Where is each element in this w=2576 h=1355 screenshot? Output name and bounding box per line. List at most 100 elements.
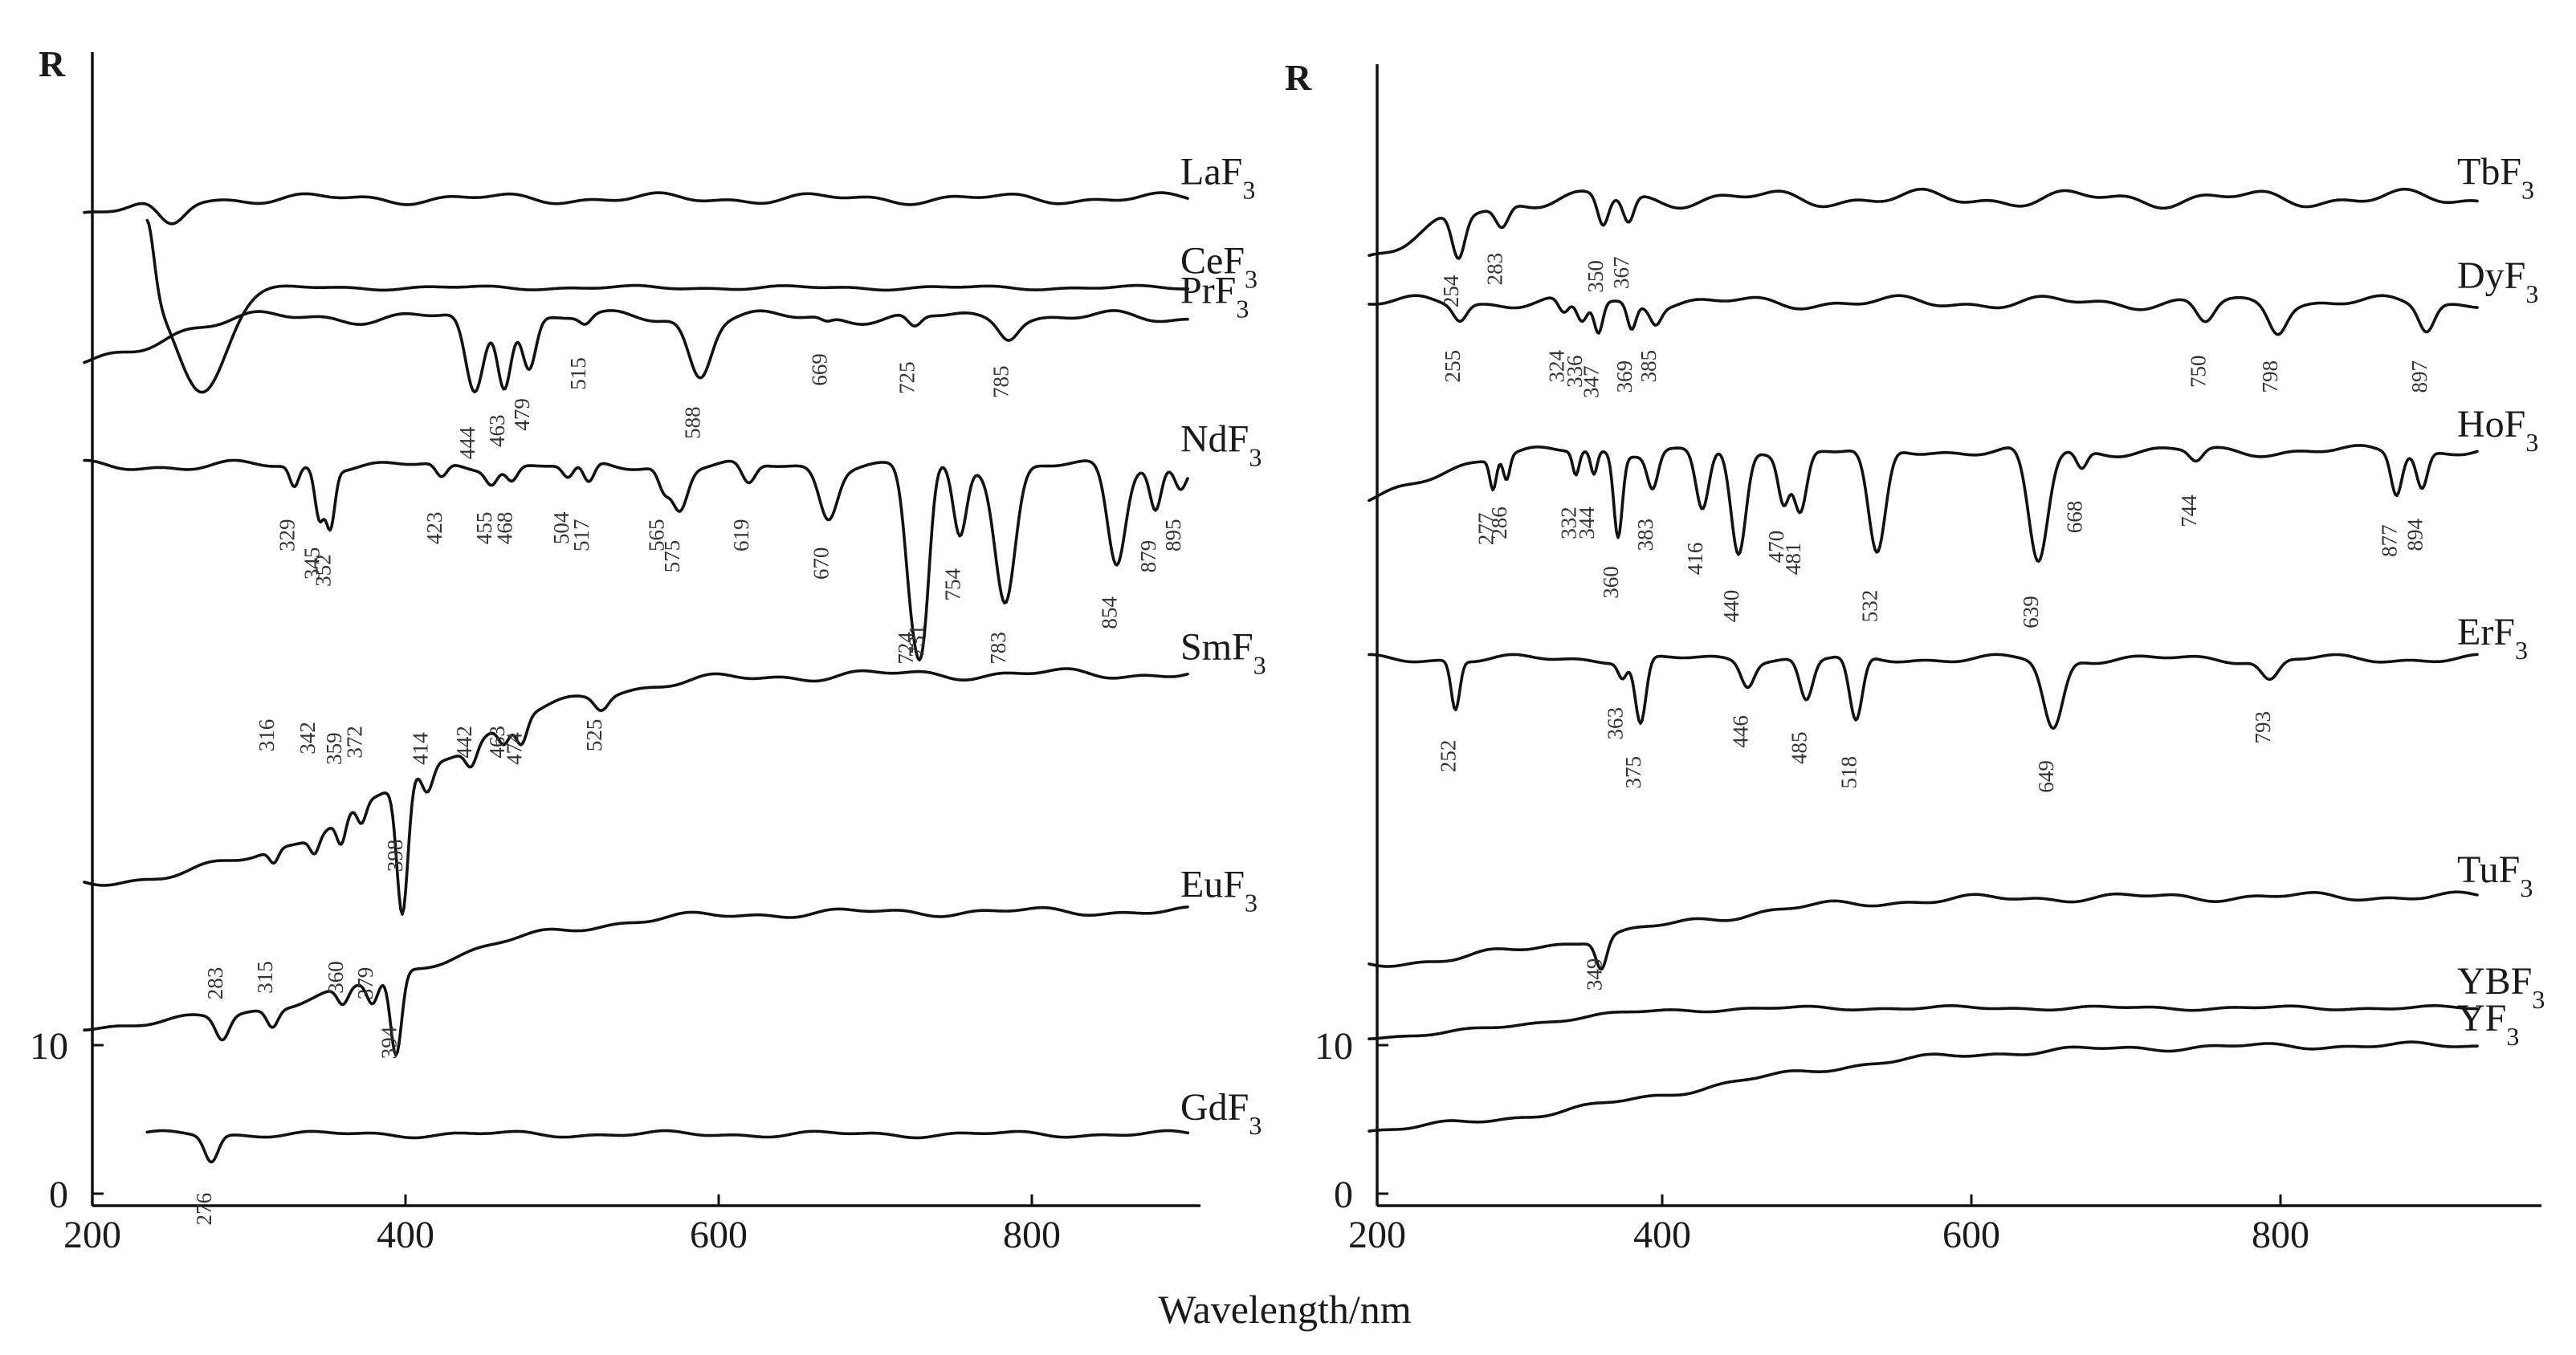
series-label: SmF3 bbox=[1180, 626, 1266, 680]
peak-label: 344 bbox=[1575, 507, 1599, 539]
peak-label: 359 bbox=[322, 732, 346, 765]
peak-label: 515 bbox=[566, 357, 590, 390]
series-label: TbF3 bbox=[2457, 151, 2534, 205]
peak-label: 783 bbox=[986, 632, 1010, 665]
peak-label: 360 bbox=[1599, 566, 1623, 599]
peak-label: 877 bbox=[2377, 524, 2401, 557]
series-subscript: 3 bbox=[2521, 176, 2534, 205]
series-subscript: 3 bbox=[1245, 889, 1257, 918]
peak-label: 324 bbox=[1545, 350, 1569, 383]
x-tick-label: 600 bbox=[1942, 1214, 2000, 1256]
peak-label: 342 bbox=[296, 722, 320, 755]
series-subscript: 3 bbox=[2525, 428, 2538, 457]
peak-label: 283 bbox=[1483, 253, 1507, 286]
x-axis-label: Wavelength/nm bbox=[1158, 1287, 1411, 1332]
peak-label: 315 bbox=[253, 961, 277, 994]
peak-label: 504 bbox=[549, 511, 573, 544]
series-label: ErF3 bbox=[2457, 611, 2528, 665]
peak-label: 669 bbox=[808, 353, 832, 386]
series-label: YBF3 bbox=[2457, 960, 2545, 1014]
series-name: YBF bbox=[2457, 960, 2532, 1003]
peak-label: 350 bbox=[1584, 260, 1608, 293]
peak-label: 785 bbox=[989, 365, 1013, 398]
peak-label: 724 bbox=[894, 632, 918, 665]
series-subscript: 3 bbox=[1249, 443, 1262, 472]
y-tick-label: 0 bbox=[1334, 1174, 1353, 1216]
peak-label: 286 bbox=[1487, 507, 1511, 539]
peak-label: 283 bbox=[203, 967, 227, 1000]
peak-label: 639 bbox=[2019, 596, 2043, 629]
spectrum-line bbox=[145, 218, 1190, 394]
peak-label: 336 bbox=[1563, 356, 1587, 389]
y-axis-label: R bbox=[39, 43, 66, 84]
series-name: EuF bbox=[1180, 864, 1245, 906]
peak-label: 588 bbox=[681, 406, 705, 439]
peak-label: 347 bbox=[1579, 365, 1604, 398]
peak-label: 725 bbox=[895, 361, 919, 394]
peak-label: 619 bbox=[729, 519, 753, 551]
spectrum-line bbox=[83, 191, 1189, 226]
peak-label: 479 bbox=[510, 398, 534, 431]
peak-label: 360 bbox=[324, 961, 348, 994]
x-tick-label: 200 bbox=[63, 1214, 121, 1256]
y-axis-label: R bbox=[1285, 57, 1312, 98]
series-label: EuF3 bbox=[1180, 864, 1257, 918]
peak-label: 255 bbox=[1441, 350, 1465, 383]
spectrum-line bbox=[83, 309, 1189, 394]
series-label: TuF3 bbox=[2457, 848, 2533, 902]
peak-label: 481 bbox=[1781, 543, 1805, 576]
series-name: YF bbox=[2457, 997, 2506, 1040]
spectrum-line bbox=[1367, 1004, 2479, 1040]
peak-label: 455 bbox=[472, 512, 496, 545]
peak-label: 375 bbox=[1621, 756, 1645, 789]
peak-label: 276 bbox=[192, 1193, 216, 1226]
x-tick-label: 400 bbox=[377, 1214, 434, 1256]
peak-label: 670 bbox=[809, 547, 834, 580]
series-name: NdF bbox=[1180, 418, 1249, 461]
peak-label: 329 bbox=[275, 519, 300, 551]
series-subscript: 3 bbox=[1253, 651, 1266, 680]
series-subscript: 3 bbox=[2515, 636, 2528, 665]
series-name: SmF bbox=[1180, 626, 1253, 669]
series-name: PrF bbox=[1180, 270, 1236, 312]
peak-label: 895 bbox=[1161, 519, 1185, 551]
peak-label: 744 bbox=[2177, 494, 2201, 527]
series-subscript: 3 bbox=[1242, 176, 1255, 205]
peak-label: 474 bbox=[502, 732, 526, 765]
peak-label: 416 bbox=[1683, 543, 1707, 576]
series-name: TbF bbox=[2457, 151, 2521, 193]
peak-label: 372 bbox=[342, 726, 366, 759]
spectrum-line bbox=[1367, 890, 2479, 970]
series-label: YF3 bbox=[2457, 997, 2519, 1051]
peak-label: 446 bbox=[1728, 715, 1752, 748]
spectrum-line bbox=[83, 905, 1189, 1057]
x-tick-label: 200 bbox=[1348, 1214, 1406, 1256]
peak-label: 463 bbox=[485, 726, 509, 759]
peak-label: 352 bbox=[311, 554, 335, 587]
spectrum-line bbox=[1367, 444, 2479, 563]
series-subscript: 3 bbox=[1249, 1111, 1262, 1140]
peak-label: 423 bbox=[422, 512, 446, 545]
series-name: CeF bbox=[1180, 240, 1245, 283]
series-name: HoF bbox=[2457, 403, 2525, 446]
spectrum-line bbox=[145, 1129, 1190, 1164]
peak-label: 349 bbox=[1582, 958, 1606, 991]
series-name: TuF bbox=[2457, 848, 2520, 891]
peak-label: 468 bbox=[493, 512, 517, 545]
peak-label: 385 bbox=[1636, 350, 1661, 383]
series-label: HoF3 bbox=[2457, 403, 2538, 457]
series-name: ErF bbox=[2457, 611, 2515, 653]
series-subscript: 3 bbox=[2520, 873, 2533, 902]
peak-label: 798 bbox=[2258, 360, 2282, 393]
series-name: GdF bbox=[1180, 1086, 1249, 1129]
y-tick-label: 0 bbox=[49, 1174, 68, 1216]
x-tick-label: 400 bbox=[1633, 1214, 1691, 1256]
peak-label: 363 bbox=[1604, 707, 1628, 740]
peak-label: 668 bbox=[2063, 501, 2087, 534]
spectrum-line bbox=[1367, 294, 2479, 336]
peak-label: 575 bbox=[660, 540, 684, 573]
peak-label: 442 bbox=[452, 726, 476, 759]
